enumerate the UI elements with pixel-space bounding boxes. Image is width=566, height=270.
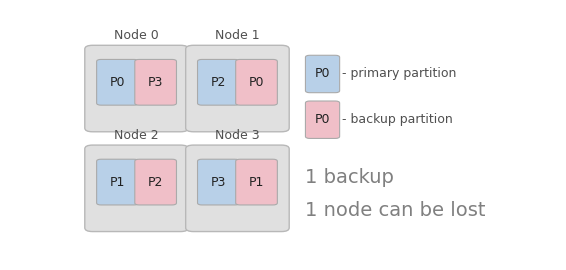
FancyBboxPatch shape bbox=[186, 45, 289, 132]
FancyBboxPatch shape bbox=[186, 145, 289, 232]
FancyBboxPatch shape bbox=[85, 145, 188, 232]
Text: 1 backup: 1 backup bbox=[306, 167, 395, 187]
FancyBboxPatch shape bbox=[235, 159, 277, 205]
Text: P1: P1 bbox=[110, 176, 125, 188]
FancyBboxPatch shape bbox=[85, 45, 188, 132]
Text: P0: P0 bbox=[315, 113, 331, 126]
Text: P1: P1 bbox=[249, 176, 264, 188]
FancyBboxPatch shape bbox=[97, 159, 138, 205]
FancyBboxPatch shape bbox=[97, 59, 138, 105]
Text: P0: P0 bbox=[315, 68, 331, 80]
FancyBboxPatch shape bbox=[235, 59, 277, 105]
FancyBboxPatch shape bbox=[135, 59, 177, 105]
Text: Node 3: Node 3 bbox=[215, 129, 260, 141]
Text: - primary partition: - primary partition bbox=[342, 68, 456, 80]
FancyBboxPatch shape bbox=[306, 55, 340, 93]
Text: Node 2: Node 2 bbox=[114, 129, 159, 141]
Text: - backup partition: - backup partition bbox=[342, 113, 453, 126]
Text: P3: P3 bbox=[211, 176, 226, 188]
Text: Node 1: Node 1 bbox=[215, 29, 260, 42]
Text: P2: P2 bbox=[211, 76, 226, 89]
Text: P0: P0 bbox=[249, 76, 264, 89]
FancyBboxPatch shape bbox=[198, 159, 239, 205]
Text: Node 0: Node 0 bbox=[114, 29, 159, 42]
Text: P3: P3 bbox=[148, 76, 164, 89]
FancyBboxPatch shape bbox=[306, 101, 340, 139]
FancyBboxPatch shape bbox=[198, 59, 239, 105]
FancyBboxPatch shape bbox=[135, 159, 177, 205]
Text: P2: P2 bbox=[148, 176, 164, 188]
Text: P0: P0 bbox=[110, 76, 125, 89]
Text: 1 node can be lost: 1 node can be lost bbox=[306, 201, 486, 220]
